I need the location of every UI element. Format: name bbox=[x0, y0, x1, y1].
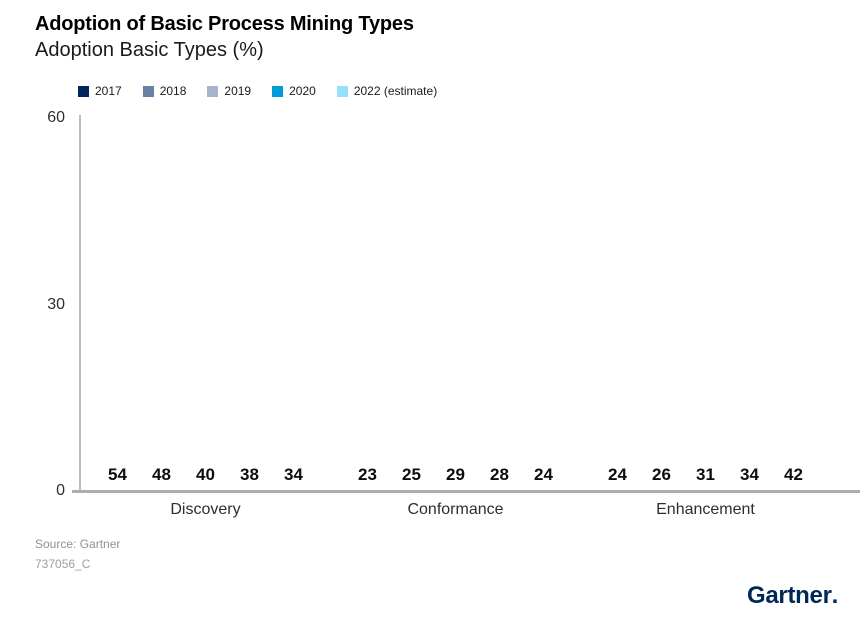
bar-value-label: 48 bbox=[152, 465, 171, 484]
gartner-logo-registered-mark: . bbox=[831, 582, 839, 609]
legend-item: 2018 bbox=[142, 84, 187, 98]
bar-value-label: 34 bbox=[740, 465, 759, 484]
legend-item: 2020 bbox=[272, 84, 316, 98]
legend-swatch-icon bbox=[142, 85, 154, 97]
legend-item: 2022 (estimate) bbox=[336, 84, 438, 98]
y-axis-line bbox=[79, 115, 81, 491]
chart-title: Adoption of Basic Process Mining Types bbox=[35, 13, 414, 35]
gartner-logo-text: Gartner bbox=[747, 582, 832, 609]
category-label-conformance: Conformance bbox=[407, 501, 504, 518]
bar-value-label: 54 bbox=[108, 465, 127, 484]
bar-value-label: 38 bbox=[240, 465, 259, 484]
legend-item: 2017 bbox=[78, 84, 122, 98]
category-labels: Discovery Conformance Enhancement bbox=[79, 501, 860, 519]
legend-swatch-icon bbox=[272, 85, 284, 97]
bar-groups: 54 48 40 38 34 23 25 29 28 24 24 26 31 34 42 bbox=[79, 118, 860, 491]
bar-value-label: 34 bbox=[284, 465, 303, 484]
y-axis-tick-label: 30 bbox=[47, 295, 65, 313]
category-label-discovery: Discovery bbox=[170, 501, 241, 518]
bar-value-label: 29 bbox=[446, 465, 465, 484]
bar-value-label: 40 bbox=[196, 465, 215, 484]
legend-swatch-icon bbox=[78, 85, 89, 97]
document-id: 737056_C bbox=[35, 557, 91, 571]
bar-value-label: 24 bbox=[608, 465, 627, 484]
bar-value-label: 42 bbox=[784, 465, 803, 484]
legend-label: 2022 (estimate) bbox=[353, 84, 438, 98]
y-axis-tick-label: 60 bbox=[47, 109, 65, 126]
legend-swatch-icon bbox=[336, 85, 348, 97]
legend-item: 2019 bbox=[207, 84, 251, 98]
bar-value-label: 23 bbox=[358, 465, 377, 484]
bar-value-label: 24 bbox=[534, 465, 553, 484]
bar-value-label: 25 bbox=[402, 465, 421, 484]
bar-chart: 54 48 40 38 34 23 25 29 28 24 24 26 31 34 42 60 30 0 Dis… bbox=[47, 109, 860, 519]
legend-label: 2018 bbox=[159, 84, 187, 98]
gartner-logo: Gartner. bbox=[747, 582, 838, 610]
bar-value-label: 31 bbox=[696, 465, 715, 484]
y-axis-tick-label: 0 bbox=[56, 482, 65, 499]
chart-legend: 2017 2018 2019 2020 2022 (estimate) bbox=[78, 84, 865, 98]
bar-value-label: 28 bbox=[490, 465, 509, 484]
legend-label: 2019 bbox=[224, 84, 252, 98]
source-block: Source: Gartner 737056_C bbox=[35, 537, 865, 572]
x-axis-line bbox=[72, 490, 860, 493]
legend-swatch-icon bbox=[207, 85, 219, 97]
plot-area: 54 48 40 38 34 23 25 29 28 24 24 26 31 34 42 60 30 0 bbox=[47, 109, 860, 499]
legend-label: 2020 bbox=[289, 84, 316, 98]
source-text: Source: Gartner bbox=[35, 537, 121, 551]
bar-value-label: 26 bbox=[652, 465, 671, 484]
category-label-enhancement: Enhancement bbox=[656, 501, 755, 518]
legend-label: 2017 bbox=[95, 84, 122, 98]
chart-subtitle: Adoption Basic Types (%) bbox=[35, 39, 264, 61]
